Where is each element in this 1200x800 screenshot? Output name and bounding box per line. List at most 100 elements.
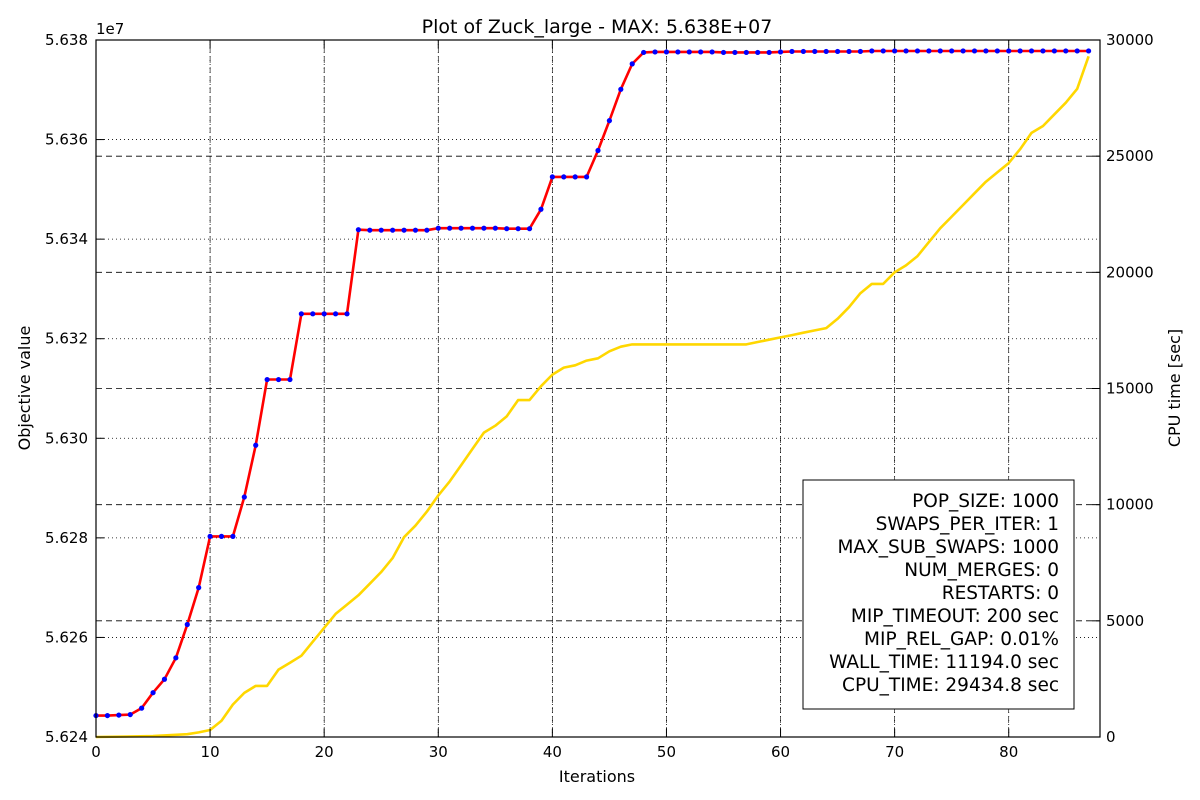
objective-value-markers — [93, 48, 1092, 719]
y2-tick-label: 5000 — [1106, 612, 1144, 630]
objective-point — [173, 655, 179, 661]
x-tick-label: 50 — [657, 743, 676, 761]
y2-axis-ticks: 0 5000 10000 15000 20000 25000 30000 — [1092, 31, 1154, 746]
objective-point — [321, 311, 327, 317]
objective-point — [755, 49, 761, 56]
objective-point — [127, 711, 133, 718]
objective-point — [675, 49, 681, 55]
objective-value-series — [96, 49, 1089, 717]
objective-point — [561, 174, 567, 180]
objective-point — [447, 225, 453, 231]
info-line: MIP_TIMEOUT: 200 sec — [851, 606, 1059, 627]
x-tick-label: 0 — [91, 743, 101, 761]
objective-point — [230, 533, 236, 539]
objective-point — [709, 49, 715, 55]
info-line: NUM_MERGES: 0 — [904, 560, 1059, 581]
objective-point — [777, 49, 784, 55]
x-tick-label: 20 — [315, 743, 334, 761]
objective-point — [903, 48, 909, 54]
objective-point — [949, 48, 955, 54]
objective-point — [264, 376, 270, 383]
objective-point — [720, 49, 727, 56]
objective-point — [926, 48, 932, 54]
y-tick-label: 5.626 — [45, 628, 88, 646]
y-offset-label: 1e7 — [96, 20, 124, 38]
objective-point — [1074, 48, 1080, 54]
objective-point — [207, 533, 213, 539]
y2-tick-label: 30000 — [1106, 31, 1154, 49]
objective-point — [652, 49, 658, 55]
objective-point — [732, 49, 738, 56]
info-box: POP_SIZE: 1000 SWAPS_PER_ITER: 1 MAX_SUB… — [802, 479, 1075, 710]
x-tick-label: 60 — [771, 743, 790, 761]
y-tick-label: 5.628 — [45, 529, 88, 547]
y-tick-label: 5.624 — [45, 728, 88, 746]
objective-point — [196, 585, 202, 591]
y-axis-ticks: 5.624 5.626 5.628 5.630 5.632 5.634 5.636 5.638 — [45, 31, 104, 746]
objective-point — [823, 48, 829, 55]
y2-tick-label: 20000 — [1106, 263, 1154, 281]
objective-point — [857, 48, 864, 55]
x-tick-label: 10 — [201, 743, 220, 761]
cpu-time-line — [95, 55, 1090, 739]
y2-tick-label: 25000 — [1106, 147, 1154, 165]
objective-point — [310, 311, 316, 317]
y-tick-label: 5.636 — [45, 131, 88, 149]
objective-point — [378, 227, 384, 233]
objective-point — [367, 227, 373, 233]
info-line: RESTARTS: 0 — [942, 583, 1059, 604]
objective-point — [435, 225, 441, 231]
objective-point — [1040, 48, 1046, 54]
y-tick-label: 5.634 — [45, 230, 88, 248]
objective-point — [355, 227, 362, 233]
x-axis-ticks: 0 10 20 30 40 50 60 70 80 — [91, 40, 1018, 761]
objective-point — [458, 225, 464, 231]
objective-point — [834, 48, 841, 55]
y2-tick-label: 10000 — [1106, 496, 1154, 514]
objective-point — [424, 227, 430, 233]
objective-point — [116, 712, 122, 718]
objective-point — [1051, 48, 1057, 54]
objective-point — [686, 49, 692, 55]
objective-point — [184, 621, 190, 628]
objective-point — [572, 174, 578, 180]
objective-point — [846, 48, 852, 55]
objective-point — [549, 174, 555, 180]
objective-point — [766, 49, 772, 56]
objective-point — [971, 48, 978, 54]
y2-tick-label: 0 — [1106, 728, 1116, 746]
objective-point — [789, 48, 795, 55]
objective-point — [800, 48, 806, 55]
objective-point — [583, 174, 590, 180]
objective-point — [606, 118, 613, 124]
x-axis-label: Iterations — [559, 767, 635, 786]
x-tick-label: 70 — [885, 743, 904, 761]
objective-point — [538, 206, 544, 212]
y-tick-label: 5.632 — [45, 330, 88, 348]
objective-point — [812, 48, 818, 55]
objective-point — [629, 61, 635, 67]
info-box-frame — [802, 479, 1075, 710]
objective-point — [515, 226, 521, 232]
objective-point — [1028, 48, 1035, 54]
y-axis-label: Objective value — [15, 326, 34, 451]
y2-axis-label: CPU time [sec] — [1165, 329, 1184, 447]
y2-tick-label: 15000 — [1106, 380, 1154, 398]
objective-point — [469, 225, 476, 231]
objective-point — [1063, 48, 1069, 54]
objective-point — [161, 676, 168, 682]
x-tick-label: 40 — [543, 743, 562, 761]
objective-point — [960, 48, 966, 54]
objective-point — [412, 227, 419, 233]
objective-point — [481, 225, 487, 231]
objective-point — [880, 48, 886, 54]
objective-point — [139, 705, 145, 711]
objective-point — [241, 494, 247, 500]
objective-point — [698, 49, 704, 55]
objective-point — [663, 49, 670, 55]
info-line: SWAPS_PER_ITER: 1 — [876, 514, 1059, 535]
objective-point — [218, 533, 225, 539]
objective-point — [401, 227, 407, 233]
objective-point — [344, 311, 350, 317]
objective-point — [504, 226, 510, 232]
